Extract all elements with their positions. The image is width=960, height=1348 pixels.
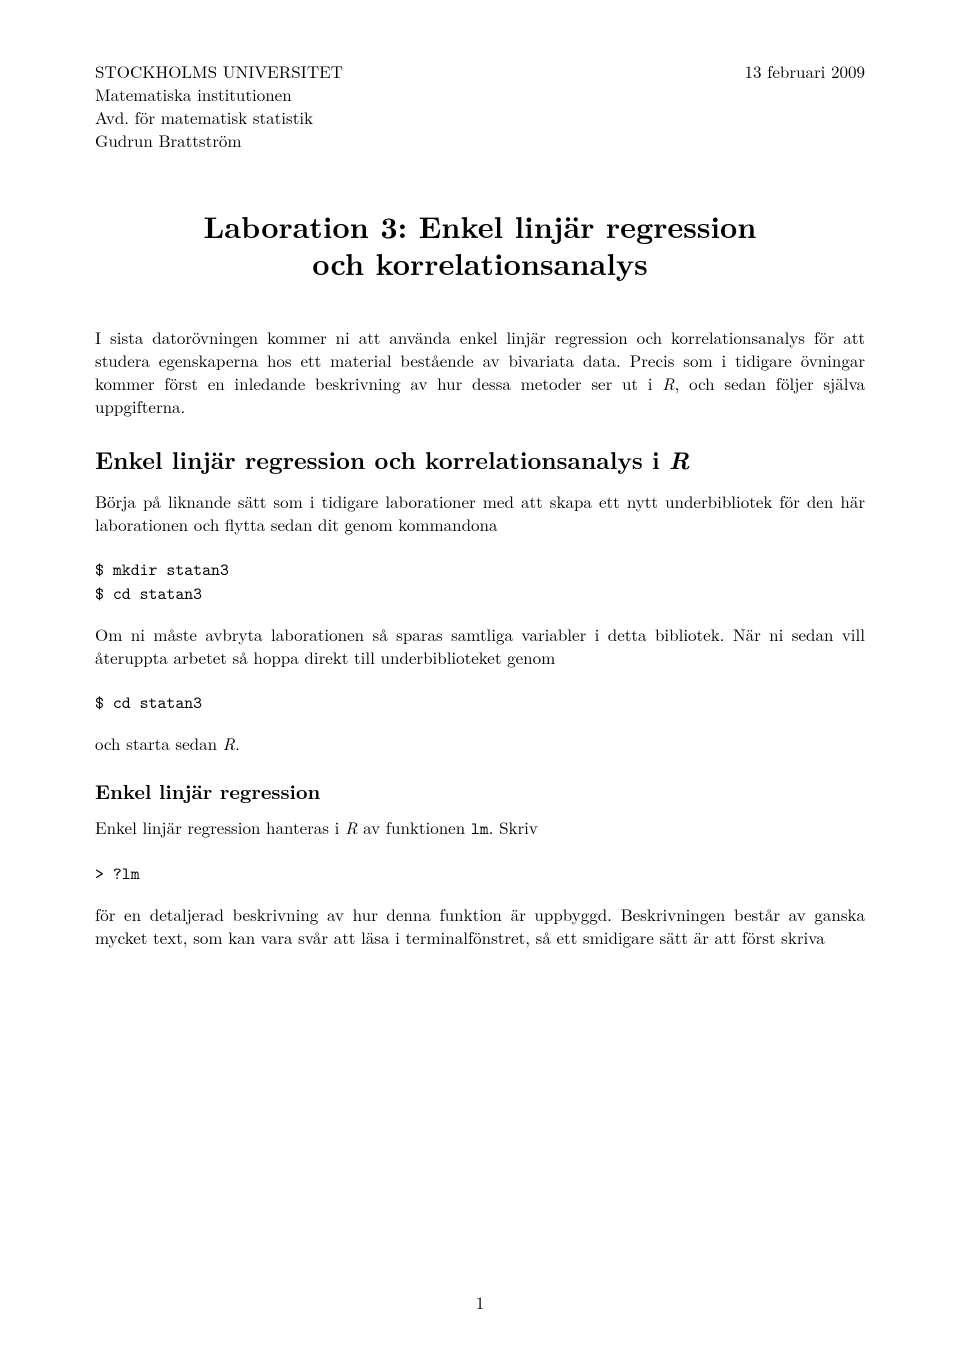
section2-p1-c: . Skriv	[489, 815, 538, 839]
header-date: 13 februari 2009	[744, 60, 865, 83]
section2-p2: för en detaljerad beskrivning av hur den…	[95, 903, 865, 949]
header-dept: Avd. för matematisk statistik	[95, 106, 343, 129]
section-heading-R: R	[669, 442, 690, 477]
document-header: STOCKHOLMS UNIVERSITET Matematiska insti…	[95, 60, 865, 152]
title-line-2: och korrelationsanalys	[312, 241, 647, 284]
section2-p1: Enkel linjär regression hanteras i R av …	[95, 816, 865, 841]
intro-R: R	[662, 371, 674, 395]
page-number: 1	[0, 1291, 960, 1314]
section1-p1: Börja på liknande sätt som i tidigare la…	[95, 490, 865, 536]
section2-p1-b: av funktionen	[357, 815, 470, 839]
section2-p1-tt: lm	[471, 818, 489, 840]
header-author: Gudrun Brattström	[95, 129, 343, 152]
section-heading-text: Enkel linjär regression och korrelations…	[95, 443, 669, 477]
code-mkdir-cd: $ mkdir statan3 $ cd statan3	[95, 558, 865, 607]
subsection-heading-enkel-linjar: Enkel linjär regression	[95, 777, 865, 804]
section1-p3-R: R	[223, 731, 235, 755]
header-left: STOCKHOLMS UNIVERSITET Matematiska insti…	[95, 60, 343, 152]
section2-p1-R: R	[345, 815, 357, 839]
section1-p3-a: och starta sedan	[95, 731, 223, 755]
code-help-lm: > ?lm	[95, 862, 865, 887]
header-university: STOCKHOLMS UNIVERSITET	[95, 60, 343, 83]
document-title: Laboration 3: Enkel linjär regression oc…	[95, 207, 865, 282]
section1-p3: och starta sedan R.	[95, 732, 865, 755]
section1-p2: Om ni måste avbryta laborationen så spar…	[95, 623, 865, 669]
code-cd: $ cd statan3	[95, 691, 865, 716]
section2-p1-a: Enkel linjär regression hanteras i	[95, 815, 345, 839]
intro-paragraph: I sista datorövningen kommer ni att anvä…	[95, 326, 865, 418]
section-heading-regression-R: Enkel linjär regression och korrelations…	[95, 444, 865, 476]
page: STOCKHOLMS UNIVERSITET Matematiska insti…	[0, 0, 960, 1348]
section1-p3-b: .	[235, 731, 240, 755]
header-institution: Matematiska institutionen	[95, 83, 343, 106]
